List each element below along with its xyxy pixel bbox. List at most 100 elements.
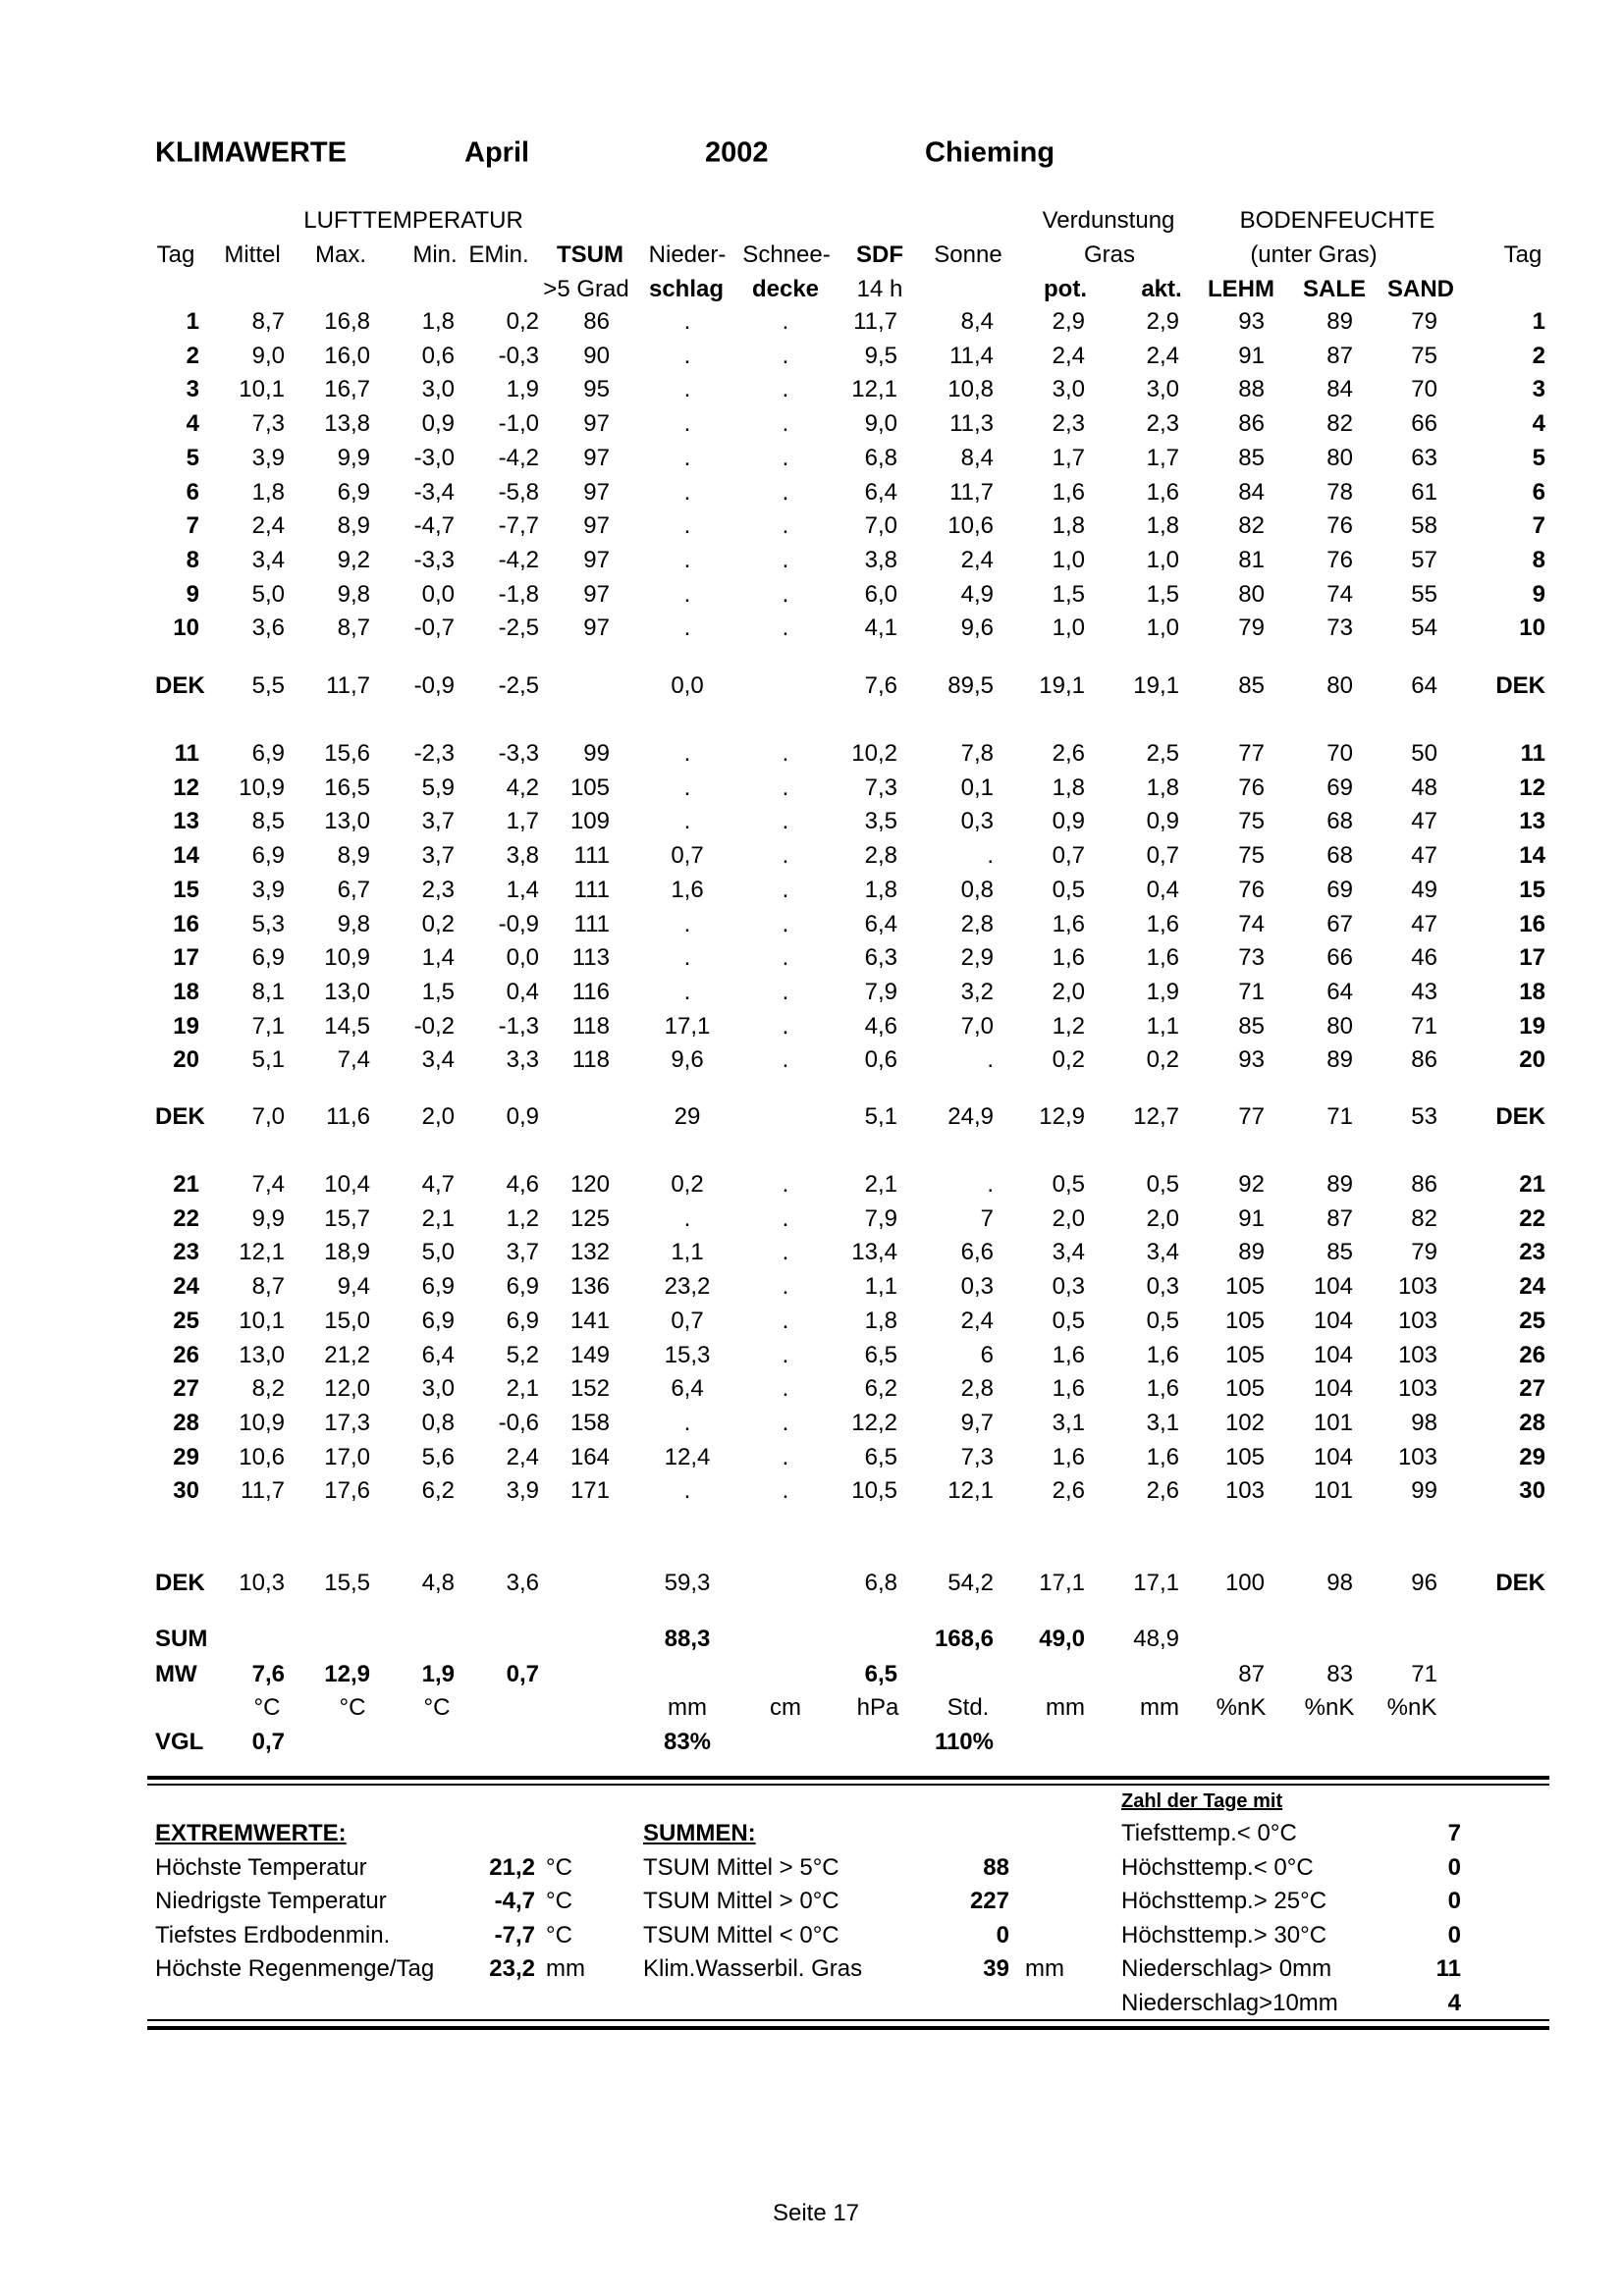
mw-row-cell: 7,6	[251, 1661, 285, 1687]
table-row-cell: 22	[1519, 1204, 1545, 1232]
table-row-cell: 73	[1238, 944, 1265, 972]
tage-value: 11	[1435, 1955, 1461, 1983]
units-row-cell: °C	[339, 1694, 366, 1721]
table-row-cell: 17,0	[324, 1443, 370, 1470]
table-row-cell: 77	[1238, 740, 1265, 767]
table-row-cell: 12	[173, 774, 199, 801]
table-row-cell: 64	[1326, 978, 1353, 1005]
table-row-cell: .	[683, 978, 691, 1005]
table-row-cell: 71	[1238, 978, 1265, 1005]
tage-label: Tiefsttemp.< 0°C	[1121, 1820, 1297, 1846]
tage-value: 0	[1447, 1888, 1461, 1915]
table-row-cell: 0,9	[1146, 808, 1179, 835]
table-row-cell: 9,9	[251, 1204, 285, 1232]
table-row-cell: 19	[1519, 1012, 1545, 1040]
table-row-cell: 16,7	[324, 376, 370, 403]
table-row-cell: 26	[173, 1341, 199, 1368]
vgl-row-cell: 83%	[663, 1729, 712, 1755]
table-row-cell: 11	[1520, 740, 1545, 767]
column-header: Nieder-	[648, 241, 727, 268]
table-row-cell: 0,2	[506, 308, 539, 335]
table-row-cell: 7,9	[864, 978, 897, 1005]
table-row-cell: .	[782, 1375, 789, 1403]
divider-top-2	[147, 1784, 1549, 1786]
table-row-cell: 8,1	[251, 978, 285, 1005]
table-row-cell: 8,9	[337, 512, 370, 540]
table-row-cell: 28	[1519, 1409, 1545, 1436]
table-row-cell: 21,2	[324, 1341, 370, 1368]
table-row-cell: 0,7	[1146, 842, 1179, 870]
table-row-cell: 1,1	[864, 1273, 897, 1301]
table-row-cell: 70	[1326, 740, 1353, 767]
table-row-cell: .	[683, 614, 691, 642]
table-row-cell: 70	[1411, 376, 1437, 403]
summen-value: 227	[969, 1888, 1009, 1914]
table-row-cell: 82	[1326, 410, 1353, 438]
column-subheader: pot.	[1044, 276, 1087, 302]
table-row-cell: 8,7	[251, 308, 285, 335]
table-row-cell: 91	[1238, 342, 1265, 369]
table-row-cell: 15,0	[324, 1307, 370, 1334]
table-row-cell: 3,8	[864, 546, 897, 573]
dek-row-cell: 17,1	[1133, 1570, 1179, 1596]
table-row-cell: 27	[173, 1375, 199, 1403]
table-row-cell: 0,5	[1052, 876, 1085, 903]
table-row-cell: 5	[1532, 444, 1545, 471]
table-row-cell: 12,1	[947, 1477, 994, 1505]
table-row-cell: 0,0	[421, 580, 455, 608]
table-row-cell: 8,4	[960, 308, 994, 335]
table-row-cell: 18	[1519, 978, 1545, 1005]
table-row-cell: 1,7	[1052, 444, 1085, 471]
table-row-cell: 89	[1238, 1239, 1265, 1266]
table-row-cell: 10,4	[324, 1171, 370, 1198]
table-row-cell: 158	[569, 1409, 610, 1436]
table-row-cell: 4	[186, 410, 199, 438]
table-row-cell: -3,3	[498, 740, 539, 767]
table-row-cell: 66	[1411, 410, 1437, 438]
table-row-cell: 2,9	[1052, 308, 1085, 335]
table-row-cell: 25	[173, 1307, 199, 1334]
dek-row-cell: DEK	[155, 1103, 205, 1130]
summen-unit: mm	[1025, 1955, 1064, 1982]
table-row-cell: 1,5	[1052, 580, 1085, 608]
table-row-cell: 23	[1519, 1239, 1545, 1266]
summen-label: TSUM Mittel > 0°C	[643, 1888, 839, 1914]
table-row-cell: 14,5	[324, 1012, 370, 1040]
table-row-cell: .	[683, 740, 691, 767]
table-row-cell: 6,9	[337, 478, 370, 506]
table-row-cell: 10,9	[324, 944, 370, 972]
units-row-cell: cm	[770, 1694, 801, 1721]
table-row-cell: 86	[1238, 410, 1265, 438]
table-row-cell: 1,9	[506, 376, 539, 403]
mw-row-cell: 12,9	[324, 1661, 370, 1687]
column-header: EMin.	[468, 241, 529, 268]
dek-row-cell: 98	[1326, 1570, 1353, 1596]
table-row-cell: 7,3	[251, 410, 285, 438]
table-row-cell: .	[782, 512, 789, 540]
table-row-cell: .	[782, 546, 789, 573]
table-row-cell: 86	[1411, 1171, 1437, 1198]
report-title: KLIMAWERTE	[155, 136, 347, 169]
table-row-cell: 105	[1224, 1307, 1265, 1334]
table-row-cell: 0,3	[960, 1273, 994, 1301]
table-row-cell: 54	[1411, 614, 1437, 642]
table-row-cell: -3,3	[413, 546, 455, 573]
table-row-cell: 6,6	[960, 1239, 994, 1266]
summen-value: 39	[983, 1955, 1009, 1982]
table-row-cell: 57	[1411, 546, 1437, 573]
table-row-cell: 2,6	[1052, 740, 1085, 767]
table-row-cell: 8,4	[960, 444, 994, 471]
units-row-cell: Std.	[947, 1694, 990, 1721]
table-row-cell: 0,8	[960, 876, 994, 903]
table-row-cell: 132	[569, 1239, 610, 1266]
table-row-cell: 11,7	[241, 1477, 285, 1505]
table-row-cell: .	[782, 876, 789, 903]
table-row-cell: 0,8	[421, 1409, 455, 1436]
table-row-cell: 12,1	[239, 1239, 285, 1266]
column-header: Schnee-	[742, 241, 831, 268]
dek-row-cell: 12,7	[1133, 1103, 1179, 1130]
table-row-cell: 3,3	[506, 1046, 539, 1074]
table-row-cell: .	[782, 478, 789, 506]
table-row-cell: 28	[173, 1409, 199, 1436]
table-row-cell: 2,4	[1146, 342, 1179, 369]
